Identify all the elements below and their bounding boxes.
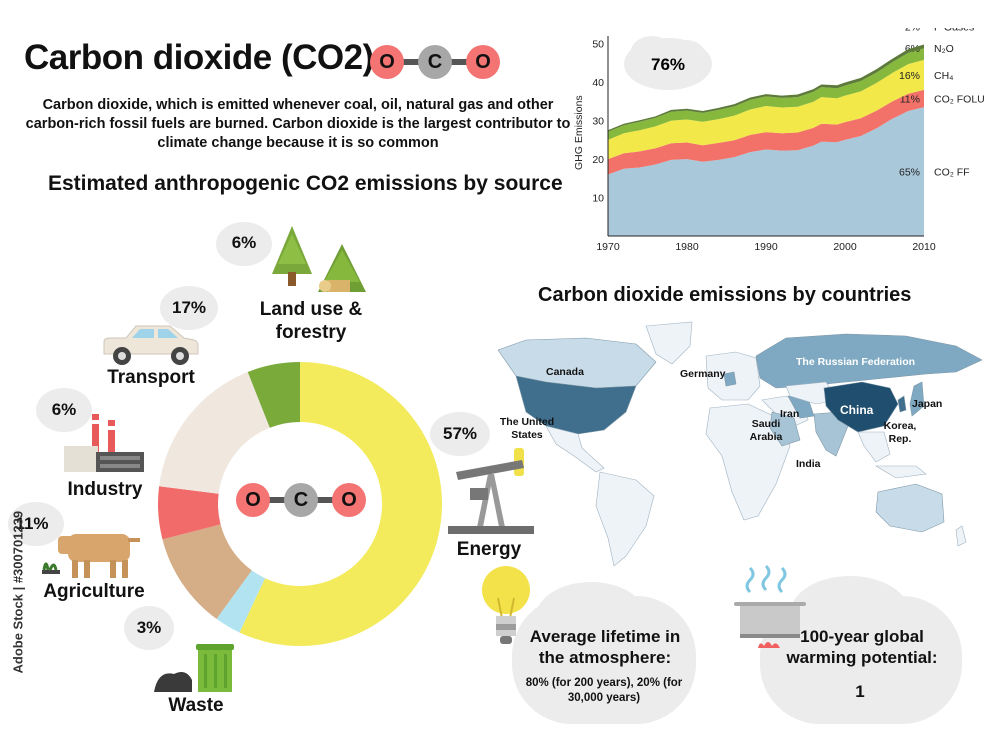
y-axis-label: GHG Emissions [573, 95, 585, 170]
oxygen-atom: O [332, 483, 366, 517]
pct-cloud [160, 286, 218, 330]
map-label-china: China [840, 403, 874, 417]
boiling-pot-icon [730, 560, 810, 657]
area-series-4 [608, 44, 924, 132]
x-tick-label: 1980 [675, 241, 699, 253]
land-use-label: Land use & forestry [259, 299, 363, 343]
trash-bin-icon [152, 640, 242, 699]
co2-molecule-header: O C O [370, 44, 500, 80]
transport-pct: 17% [171, 298, 207, 317]
donut-slice-land-use-forestry [247, 362, 300, 428]
area-series-name: CO₂ FOLU [934, 94, 985, 106]
light-bulb-icon [478, 562, 534, 657]
gwp-value: 1 [855, 682, 865, 701]
pct-cloud [36, 388, 92, 432]
area-series-0 [608, 107, 924, 237]
x-tick-label: 1970 [596, 241, 620, 253]
cow-icon [40, 528, 144, 585]
donut-slice-agriculture [162, 524, 252, 619]
waste-label: Waste [168, 695, 224, 716]
annotation-text: 76% [651, 55, 685, 74]
area-series-name: N₂O [934, 43, 954, 55]
area-series-3 [608, 48, 924, 140]
gwp-title: 100-year global warming potential: [786, 627, 938, 667]
annotation-cloud [624, 36, 712, 90]
map-label-usa: The United States [499, 416, 555, 441]
waste-pct: 3% [136, 618, 162, 637]
sources-heading: Estimated anthropogenic CO2 emissions by… [48, 172, 563, 195]
area-series-name: CH₄ [934, 70, 953, 82]
agriculture-label: Agriculture [43, 581, 145, 602]
land-use-pct: 6% [231, 233, 257, 252]
area-series-pct: 2% [905, 28, 920, 33]
world-map [486, 316, 990, 572]
trees-icon [270, 224, 374, 305]
map-label-japan: Japan [912, 398, 943, 410]
sources-donut-chart [150, 354, 450, 654]
area-series-1 [608, 89, 924, 175]
map-label-iran: Iran [780, 408, 800, 420]
sources-donut-svg [158, 362, 442, 646]
pct-cloud [216, 222, 272, 266]
watermark: Adobe Stock | #300701239 [10, 510, 26, 674]
y-tick-label: 30 [592, 116, 604, 128]
area-series-pct: 11% [900, 94, 920, 106]
oxygen-atom: O [370, 45, 404, 79]
donut-slice-waste [216, 570, 266, 633]
page-title: Carbon dioxide (CO2) [24, 38, 374, 77]
area-series-name: F-Gases [934, 28, 974, 33]
y-tick-label: 20 [592, 154, 604, 166]
donut-slice-industry [158, 486, 221, 540]
carbon-atom: C [418, 45, 452, 79]
area-series-pct: 65% [899, 167, 920, 179]
area-series-name: CO₂ FF [934, 167, 970, 179]
map-label-germany: Germany [680, 368, 726, 380]
car-icon [100, 320, 200, 371]
carbon-atom: C [284, 483, 318, 517]
oil-pump-icon [448, 442, 534, 541]
map-label-russia: The Russian Federation [796, 356, 916, 368]
lifetime-title: Average lifetime in the atmosphere: [529, 627, 681, 667]
map-label-india: India [796, 458, 821, 470]
lifetime-value: 80% (for 200 years), 20% (for 30,000 yea… [525, 677, 683, 704]
energy-pct: 57% [442, 424, 478, 443]
y-tick-label: 10 [592, 193, 604, 205]
donut-slice-energy [239, 362, 442, 646]
pct-cloud [124, 606, 174, 650]
area-series-pct: 16% [899, 70, 920, 82]
pct-cloud [430, 412, 490, 456]
donut-slice-transport [159, 371, 270, 494]
map-label-canada: Canada [546, 366, 584, 378]
map-label-saudi-arabia: Saudi Arabia [749, 418, 783, 443]
oxygen-atom: O [466, 45, 500, 79]
y-tick-label: 50 [592, 39, 604, 51]
pct-cloud [8, 502, 64, 546]
x-tick-label: 1990 [754, 241, 778, 253]
map-label-korea: Korea, Rep. [883, 420, 917, 445]
intro-text: Carbon dioxide, which is emitted wheneve… [25, 97, 571, 151]
y-tick-label: 40 [592, 77, 604, 89]
industry-pct: 6% [51, 400, 77, 419]
x-tick-label: 2010 [912, 241, 936, 253]
co2-molecule-center: O C O [236, 482, 366, 518]
oxygen-atom: O [236, 483, 270, 517]
countries-heading: Carbon dioxide emissions by countries [538, 284, 912, 306]
factory-icon [62, 410, 148, 479]
area-series-2 [608, 59, 924, 160]
energy-label: Energy [456, 539, 522, 560]
x-tick-label: 2000 [833, 241, 857, 253]
transport-label: Transport [107, 367, 195, 388]
industry-label: Industry [67, 479, 143, 500]
agriculture-pct: 11% [15, 514, 49, 533]
